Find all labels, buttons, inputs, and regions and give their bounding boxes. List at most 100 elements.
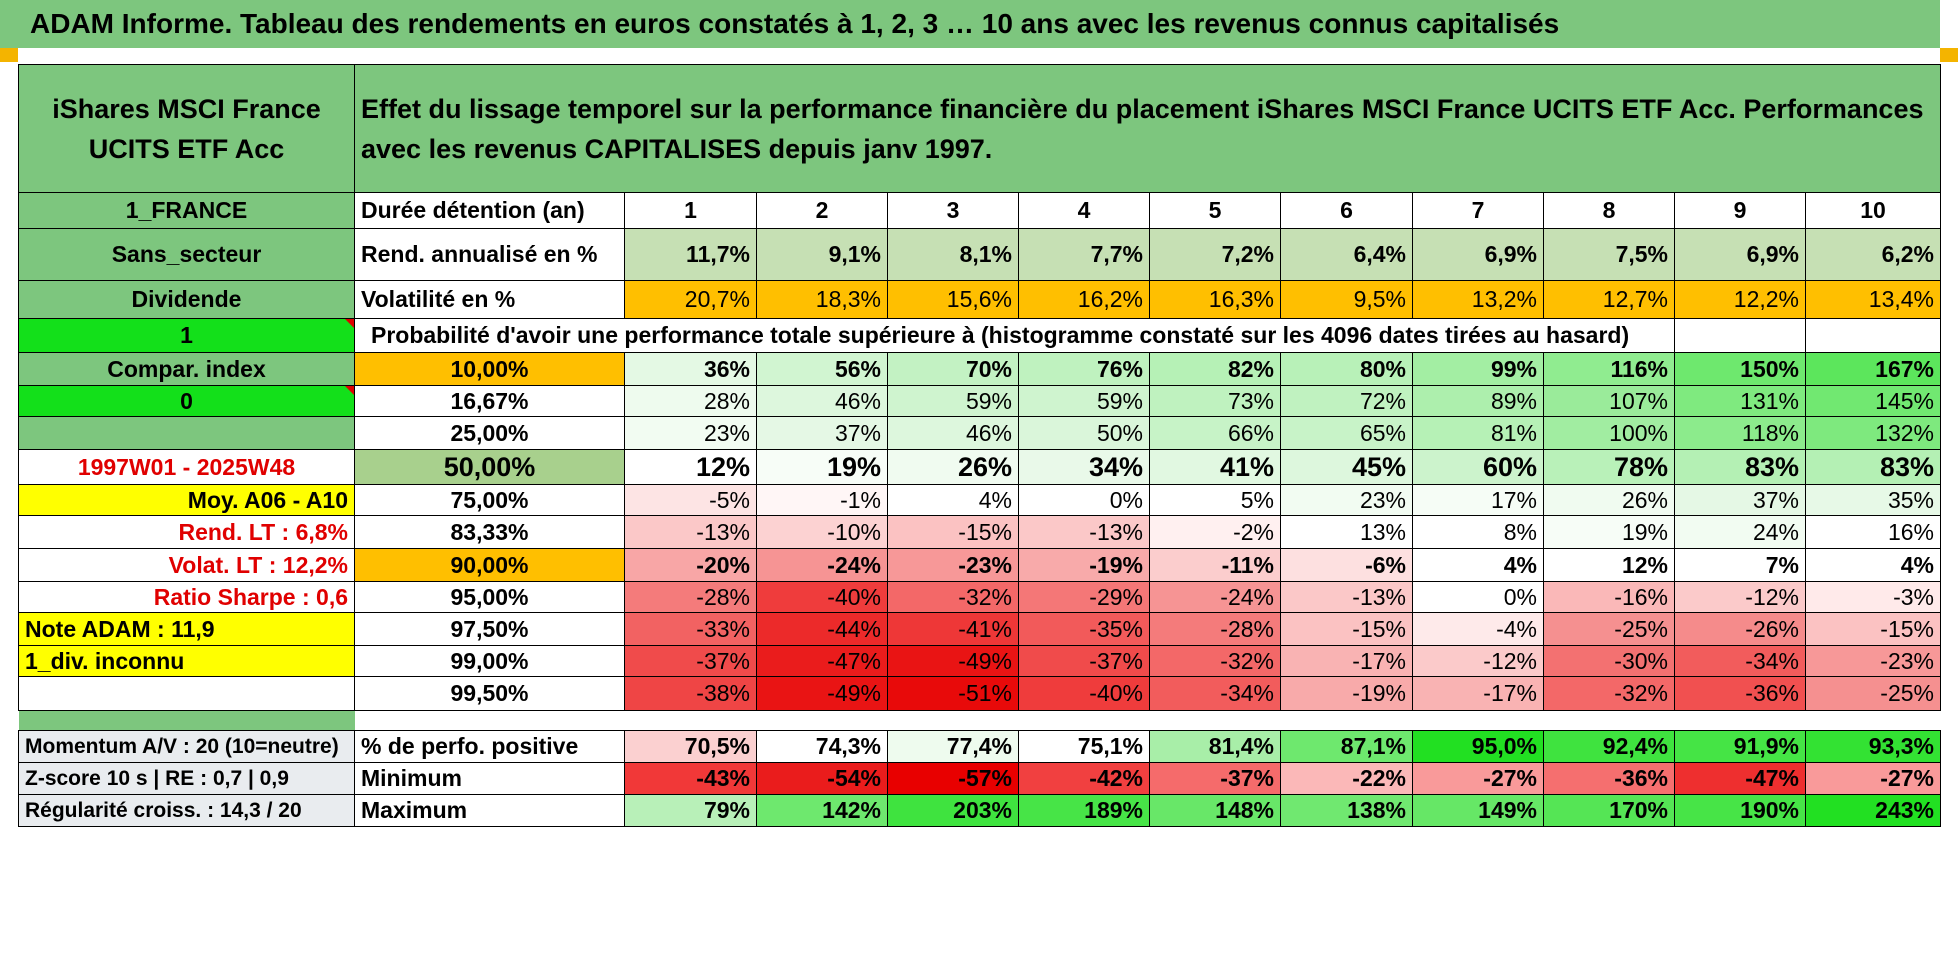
probability-value: 4% bbox=[887, 484, 1019, 516]
probability-value: -38% bbox=[624, 676, 757, 711]
probability-value: -28% bbox=[624, 581, 757, 613]
vol-label: Volatilité en % bbox=[354, 280, 625, 319]
probability-row: 0 16,67% 28% 46% 59% 59% 73% 72% 89% 107% 131% 145% bbox=[18, 385, 1941, 417]
probability-threshold: 83,33% bbox=[354, 515, 625, 549]
duration-label: Durée détention (an) bbox=[354, 192, 625, 229]
probability-value: 19% bbox=[756, 449, 888, 485]
probability-value: -34% bbox=[1674, 645, 1806, 677]
probability-value: -17% bbox=[1412, 676, 1544, 711]
probability-threshold: 99,50% bbox=[354, 676, 625, 711]
stats-value: -22% bbox=[1280, 762, 1413, 795]
probability-value: 34% bbox=[1018, 449, 1150, 485]
probability-value: -5% bbox=[624, 484, 757, 516]
probability-value: -1% bbox=[756, 484, 888, 516]
probability-value: 66% bbox=[1149, 416, 1281, 450]
probability-threshold: 90,00% bbox=[354, 548, 625, 582]
probability-value: 70% bbox=[887, 352, 1019, 386]
probability-value: 0% bbox=[1412, 581, 1544, 613]
country-cell: 1_FRANCE bbox=[18, 192, 355, 229]
blank-cell bbox=[18, 416, 355, 450]
stats-value: -54% bbox=[756, 762, 888, 795]
probability-value: 35% bbox=[1805, 484, 1941, 516]
probability-value: 13% bbox=[1280, 515, 1413, 549]
probability-value: -24% bbox=[756, 548, 888, 582]
probability-value: -34% bbox=[1149, 676, 1281, 711]
stats-value: 189% bbox=[1018, 794, 1150, 827]
year-header: 7 bbox=[1412, 192, 1544, 229]
probability-value: -25% bbox=[1805, 676, 1941, 711]
probability-value: 7% bbox=[1674, 548, 1806, 582]
probability-value: -12% bbox=[1674, 581, 1806, 613]
vol-value: 12,7% bbox=[1543, 280, 1675, 319]
probability-value: -35% bbox=[1018, 612, 1150, 646]
probability-row: Ratio Sharpe : 0,6 95,00% -28% -40% -32% -29%… bbox=[18, 581, 1941, 613]
probability-threshold: 75,00% bbox=[354, 484, 625, 516]
compar-value-cell[interactable]: 0 bbox=[18, 385, 355, 417]
probability-value: -25% bbox=[1543, 612, 1675, 646]
probability-value: 45% bbox=[1280, 449, 1413, 485]
rend-label: Rend. annualisé en % bbox=[354, 228, 625, 281]
probability-value: -17% bbox=[1280, 645, 1413, 677]
rend-value: 6,9% bbox=[1674, 228, 1806, 281]
fund-description-cell: Effet du lissage temporel sur la perform… bbox=[354, 64, 1941, 193]
probability-value: 23% bbox=[624, 416, 757, 450]
probability-value: -32% bbox=[1149, 645, 1281, 677]
volat-lt-cell: Volat. LT : 12,2% bbox=[18, 548, 355, 582]
probability-value: -41% bbox=[887, 612, 1019, 646]
vol-value: 12,2% bbox=[1674, 280, 1806, 319]
year-header: 5 bbox=[1149, 192, 1281, 229]
probability-value: 24% bbox=[1674, 515, 1806, 549]
probability-value: -44% bbox=[756, 612, 888, 646]
probability-value: -33% bbox=[624, 612, 757, 646]
rend-value: 6,2% bbox=[1805, 228, 1941, 281]
rend-value: 8,1% bbox=[887, 228, 1019, 281]
probability-row: Note ADAM : 11,9 97,50% -33% -44% -41% -35% -2… bbox=[18, 612, 1941, 646]
dividend-value-cell[interactable]: 1 bbox=[18, 318, 355, 353]
probability-value: -30% bbox=[1543, 645, 1675, 677]
stats-value: 70,5% bbox=[624, 730, 757, 763]
probability-value: -15% bbox=[887, 515, 1019, 549]
stats-value: -43% bbox=[624, 762, 757, 795]
probability-value: -20% bbox=[624, 548, 757, 582]
year-header: 4 bbox=[1018, 192, 1150, 229]
probability-row: 99,50% -38% -49% -51% -40% -34% -19% -17% -32% -3… bbox=[18, 676, 1941, 711]
stats-row: Régularité croiss. : 14,3 / 20 Maximum 79%… bbox=[18, 794, 1941, 827]
stats-label: Minimum bbox=[354, 762, 625, 795]
probability-value: 83% bbox=[1805, 449, 1941, 485]
probability-value: 46% bbox=[887, 416, 1019, 450]
year-header: 10 bbox=[1805, 192, 1941, 229]
probability-value: -15% bbox=[1280, 612, 1413, 646]
probability-value: 0% bbox=[1018, 484, 1150, 516]
probability-value: -19% bbox=[1018, 548, 1150, 582]
sharpe-cell: Ratio Sharpe : 0,6 bbox=[18, 581, 355, 613]
stats-value: 92,4% bbox=[1543, 730, 1675, 763]
stats-value: -57% bbox=[887, 762, 1019, 795]
probability-value: 60% bbox=[1412, 449, 1544, 485]
probability-value: -13% bbox=[1018, 515, 1150, 549]
stats-value: 79% bbox=[624, 794, 757, 827]
probability-value: 99% bbox=[1412, 352, 1544, 386]
probability-value: 72% bbox=[1280, 385, 1413, 417]
separator-green bbox=[18, 710, 355, 731]
probability-value: -29% bbox=[1018, 581, 1150, 613]
probability-value: 4% bbox=[1805, 548, 1941, 582]
probability-value: -23% bbox=[887, 548, 1019, 582]
stats-value: 149% bbox=[1412, 794, 1544, 827]
probability-row: 1997W01 - 2025W48 50,00% 12% 19% 26% 34% 41% 45… bbox=[18, 449, 1941, 485]
year-header: 2 bbox=[756, 192, 888, 229]
rend-value: 6,4% bbox=[1280, 228, 1413, 281]
probability-row: Rend. LT : 6,8% 83,33% -13% -10% -15% -13% -2%… bbox=[18, 515, 1941, 549]
stats-value: -42% bbox=[1018, 762, 1150, 795]
probability-value: 100% bbox=[1543, 416, 1675, 450]
fund-name-cell: iShares MSCI France UCITS ETF Acc bbox=[18, 64, 355, 193]
probability-value: -6% bbox=[1280, 548, 1413, 582]
probability-value: 28% bbox=[624, 385, 757, 417]
probability-value: 132% bbox=[1805, 416, 1941, 450]
probability-row: Moy. A06 - A10 75,00% -5% -1% 4% 0% 5% 23% 17% 26… bbox=[18, 484, 1941, 516]
vol-value: 13,2% bbox=[1412, 280, 1544, 319]
probability-value: 50% bbox=[1018, 416, 1150, 450]
rend-value: 11,7% bbox=[624, 228, 757, 281]
probability-value: 150% bbox=[1674, 352, 1806, 386]
probability-value: 17% bbox=[1412, 484, 1544, 516]
sector-cell: Sans_secteur bbox=[18, 228, 355, 281]
